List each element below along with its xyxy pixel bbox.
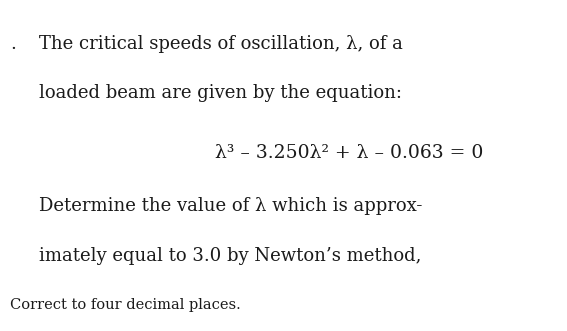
Text: Determine the value of λ which is approx-: Determine the value of λ which is approx… xyxy=(39,197,422,215)
Text: .: . xyxy=(10,35,16,53)
Text: The critical speeds of oscillation, λ, of a: The critical speeds of oscillation, λ, o… xyxy=(39,35,403,53)
Text: Correct to four decimal places.: Correct to four decimal places. xyxy=(10,298,241,312)
Text: imately equal to 3.0 by Newton’s method,: imately equal to 3.0 by Newton’s method, xyxy=(39,247,421,264)
Text: loaded beam are given by the equation:: loaded beam are given by the equation: xyxy=(39,84,401,102)
Text: λ³ – 3.250λ² + λ – 0.063 = 0: λ³ – 3.250λ² + λ – 0.063 = 0 xyxy=(215,144,484,162)
